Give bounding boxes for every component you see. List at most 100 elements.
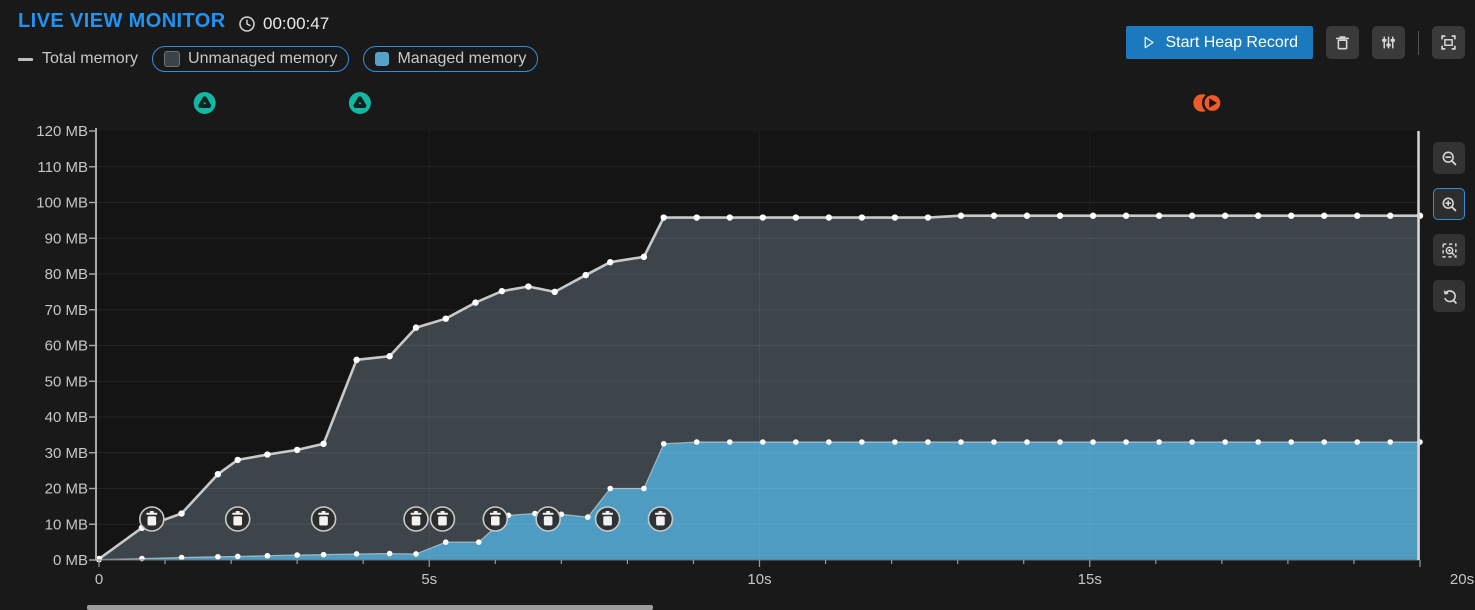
managed-memory-point [693,439,700,445]
managed-memory-point [294,552,300,558]
total-memory-point [1122,212,1130,219]
legend-total-label: Total memory [42,50,139,67]
clear-chart-button[interactable] [1326,26,1359,59]
total-memory-point [792,214,800,221]
total-memory-point [525,283,532,290]
scene-load-marker[interactable] [348,92,371,114]
y-tick-label: 110 MB [37,159,88,176]
y-tick-label: 20 MB [45,481,88,498]
total-memory-point [1254,212,1262,219]
gc-event-marker[interactable] [482,506,509,532]
total-memory-point [214,471,222,478]
x-tick-label: 0 [95,571,103,588]
start-heap-record-button[interactable]: Start Heap Record [1126,26,1313,59]
managed-memory-point [793,439,799,445]
total-memory-point [693,214,700,221]
total-memory-point [607,259,614,266]
y-tick-label: 70 MB [45,302,88,319]
top-toolbar: Start Heap Record [1126,26,1465,59]
total-memory-point [412,324,420,331]
total-memory-point [1354,212,1361,219]
managed-memory-swatch [375,52,390,66]
clock-icon [238,15,256,33]
chart-legend: Total memory Unmanaged memory Managed me… [18,46,539,72]
managed-memory-point [826,439,832,445]
zoom-to-selection-button[interactable] [1433,234,1465,266]
unmanaged-memory-swatch [164,51,181,67]
total-memory-point [1288,212,1295,219]
total-memory-point [1321,212,1328,219]
total-memory-point [293,446,301,454]
managed-memory-point [991,439,997,445]
managed-memory-point [215,553,221,560]
managed-memory-point [234,553,241,560]
managed-memory-point [1255,439,1261,445]
total-memory-point [1089,212,1097,219]
gc-event-marker[interactable] [403,506,429,532]
elapsed-time: 00:00:47 [263,14,330,33]
gc-event-marker[interactable] [647,506,674,532]
managed-memory-point [1222,439,1228,445]
managed-memory-point [178,554,185,561]
total-memory-point [353,356,360,363]
managed-memory-point [1156,439,1162,445]
total-memory-point [957,212,965,219]
fullscreen-icon [1440,34,1457,51]
chart-settings-button[interactable] [1372,26,1405,59]
horizontal-scrollbar-thumb[interactable] [87,605,653,610]
gc-event-marker[interactable] [594,506,621,532]
managed-memory-point [413,551,419,557]
zoom-in-button[interactable] [1433,188,1465,220]
y-tick-label: 10 MB [45,516,88,533]
scene-load-marker[interactable] [193,92,216,114]
managed-memory-point [584,514,591,520]
total-memory-point [858,214,866,221]
managed-memory-area [99,442,1420,560]
total-memory-point [1221,212,1229,219]
total-memory-point [891,214,899,221]
gc-event-marker[interactable] [139,506,165,532]
total-memory-point [178,510,185,517]
heap-record-marker[interactable] [1193,92,1223,114]
zoom-out-icon [1441,150,1458,167]
gc-event-marker[interactable] [310,506,337,532]
total-memory-point [234,456,241,464]
managed-memory-point [925,439,931,445]
managed-memory-point [892,439,898,445]
legend-unmanaged-label: Unmanaged memory [188,50,338,67]
y-tick-label: 50 MB [45,373,88,390]
legend-toggle-managed-memory[interactable]: Managed memory [363,46,539,72]
page-title: LIVE VIEW MONITOR [18,10,226,32]
managed-memory-point [1288,439,1295,445]
gc-event-marker[interactable] [535,506,561,532]
managed-memory-point [386,550,393,557]
managed-memory-point [442,539,449,545]
managed-memory-point [958,439,964,445]
reset-zoom-button[interactable] [1433,280,1465,312]
zoom-toolbar [1433,142,1465,312]
total-memory-point [320,440,327,448]
total-memory-point [660,214,667,221]
legend-managed-label: Managed memory [397,50,527,67]
y-tick-label: 80 MB [45,266,88,283]
fullscreen-button[interactable] [1432,26,1465,59]
total-memory-point [95,555,103,563]
managed-memory-point [320,551,327,558]
play-outline-icon [1141,35,1156,50]
total-memory-point [1023,212,1031,219]
legend-toggle-unmanaged-memory[interactable]: Unmanaged memory [152,46,350,72]
y-tick-label: 90 MB [45,230,88,247]
y-tick-label: 30 MB [45,445,88,462]
total-memory-point [990,212,998,219]
total-memory-point [442,315,449,322]
total-memory-point [582,271,589,279]
zoom-reset-icon [1441,288,1458,305]
managed-memory-point [1354,439,1361,445]
gc-event-marker[interactable] [429,506,456,532]
total-memory-point [498,287,506,295]
zoom-out-button[interactable] [1433,142,1465,174]
managed-memory-point [139,555,145,562]
gc-event-marker[interactable] [224,506,251,532]
total-memory-point [825,214,833,221]
